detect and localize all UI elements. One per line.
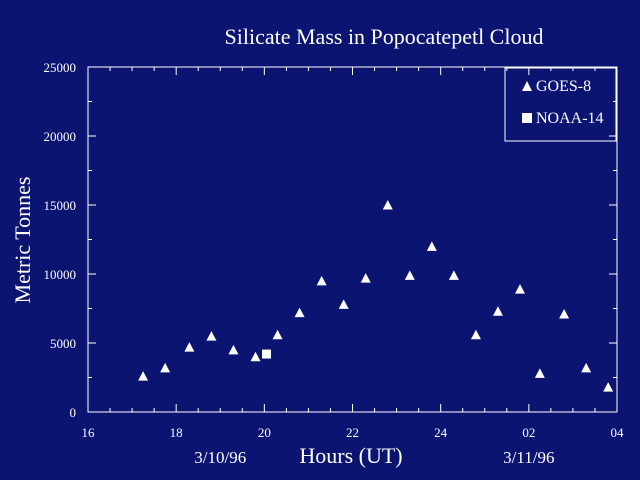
goes8-point bbox=[382, 200, 393, 210]
goes8-point bbox=[448, 270, 459, 280]
goes8-point bbox=[470, 329, 481, 340]
goes8-point bbox=[184, 342, 195, 352]
goes8-point bbox=[272, 329, 283, 340]
y-tick-label: 25000 bbox=[44, 60, 77, 75]
goes8-point bbox=[515, 284, 526, 294]
goes8-point bbox=[559, 309, 570, 319]
x-axis-label: Hours (UT) bbox=[299, 443, 402, 468]
chart-title: Silicate Mass in Popocatepetl Cloud bbox=[225, 24, 544, 49]
x-tick-label: 16 bbox=[82, 425, 96, 440]
x-tick-label: 22 bbox=[346, 425, 359, 440]
date-label-end: 3/11/96 bbox=[503, 448, 554, 467]
legend: GOES-8 NOAA-14 bbox=[504, 67, 617, 142]
goes8-point bbox=[160, 362, 171, 373]
goes8-point bbox=[581, 362, 592, 373]
legend-label-noaa14: NOAA-14 bbox=[536, 110, 604, 127]
noaa14-point bbox=[262, 349, 272, 359]
goes8-point bbox=[206, 331, 217, 341]
goes8-point bbox=[250, 351, 261, 362]
goes8-point bbox=[316, 275, 327, 286]
y-axis-label: Metric Tonnes bbox=[10, 177, 35, 304]
y-tick-label: 15000 bbox=[44, 198, 77, 213]
data-points bbox=[138, 200, 614, 392]
legend-square-marker bbox=[522, 113, 532, 123]
x-tick-label: 24 bbox=[434, 425, 448, 440]
goes8-point bbox=[534, 368, 545, 378]
goes8-point bbox=[294, 307, 305, 318]
goes8-point bbox=[603, 382, 614, 392]
axis-tick-labels: 0 5000 10000 15000 20000 25000 16 18 20 22 24 02 04 bbox=[44, 60, 625, 440]
goes8-point bbox=[360, 273, 371, 283]
y-tick-label: 0 bbox=[70, 405, 77, 420]
legend-box bbox=[504, 67, 617, 142]
goes8-point bbox=[338, 299, 349, 309]
y-tick-label: 20000 bbox=[44, 129, 77, 144]
x-tick-label: 18 bbox=[170, 425, 183, 440]
goes8-point bbox=[492, 306, 503, 316]
legend-label-goes8: GOES-8 bbox=[536, 78, 591, 95]
goes8-point bbox=[404, 270, 415, 280]
x-tick-label: 02 bbox=[522, 425, 535, 440]
goes8-point bbox=[138, 371, 149, 381]
y-tick-label: 10000 bbox=[44, 267, 77, 282]
x-tick-label: 20 bbox=[258, 425, 271, 440]
legend-triangle-marker bbox=[522, 81, 532, 91]
axis-ticks bbox=[87, 66, 618, 413]
y-tick-label: 5000 bbox=[50, 336, 76, 351]
goes8-point bbox=[426, 241, 437, 251]
date-label-start: 3/10/96 bbox=[194, 448, 246, 467]
goes8-point bbox=[228, 344, 239, 355]
x-tick-label: 04 bbox=[611, 425, 625, 440]
